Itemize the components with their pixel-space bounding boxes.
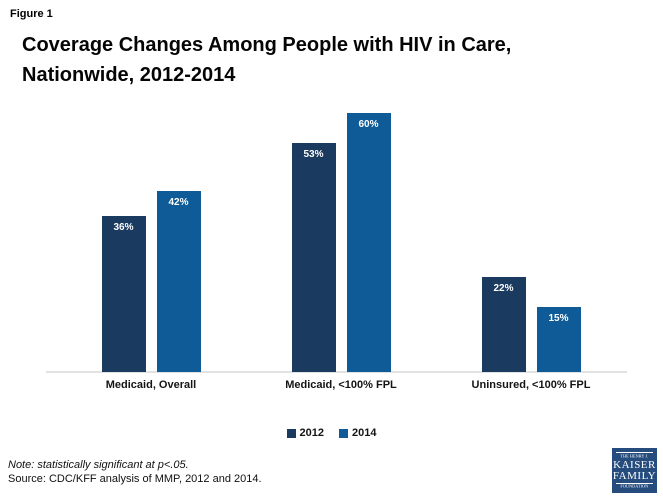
legend-item-2012: 2012 — [286, 427, 324, 439]
bar-value-label: 15% — [548, 313, 569, 324]
legend-item-2014: 2014 — [339, 427, 376, 439]
bar-2014-uninsured-100-fpl: 15% — [536, 307, 581, 372]
bar-2014-medicaid-100-fpl: 60% — [346, 113, 391, 372]
chart-title: Coverage Changes Among People with HIV i… — [22, 30, 511, 90]
bar-2012-uninsured-100-fpl: 22% — [481, 277, 526, 372]
bar-value-label: 36% — [113, 222, 134, 233]
legend-swatch-2012 — [286, 428, 296, 438]
bar-value-label: 53% — [303, 149, 324, 160]
bar-value-label: 22% — [493, 283, 514, 294]
bar-value-label: 60% — [358, 119, 379, 130]
category-label-2: Uninsured, <100% FPL — [471, 379, 591, 391]
bar-2012-medicaid-overall: 36% — [101, 216, 146, 372]
logo-foundation-text: FOUNDATION — [620, 484, 649, 490]
logo-bottom-rule — [616, 482, 653, 483]
category-label-1: Medicaid, <100% FPL — [285, 379, 397, 391]
chart-title-line-2: Nationwide, 2012-2014 — [22, 64, 236, 86]
figure-label: Figure 1 — [10, 8, 53, 20]
kff-logo: THE HENRY J. KAISER FAMILY FOUNDATION — [612, 448, 657, 493]
legend: 2012 2014 — [0, 427, 663, 439]
logo-top-rule — [616, 452, 653, 453]
legend-label-2012: 2012 — [299, 427, 324, 439]
bar-value-label: 42% — [168, 197, 189, 208]
logo-kaiser-text: KAISER — [613, 458, 656, 471]
logo-family-text: FAMILY — [612, 469, 657, 482]
bar-2012-medicaid-100-fpl: 53% — [291, 143, 336, 372]
logo-henry-j-text: THE HENRY J. — [620, 454, 649, 459]
legend-swatch-2014 — [339, 428, 348, 438]
x-axis-line — [46, 371, 627, 373]
source-text: Source: CDC/KFF analysis of MMP, 2012 an… — [8, 473, 262, 485]
chart-title-line-1: Coverage Changes Among People with HIV i… — [22, 34, 512, 56]
category-label-0: Medicaid, Overall — [105, 379, 197, 391]
bar-2014-medicaid-overall: 42% — [156, 191, 201, 372]
note-text: Note: statistically significant at p<.05… — [8, 459, 189, 471]
legend-label-2014: 2014 — [352, 427, 377, 439]
